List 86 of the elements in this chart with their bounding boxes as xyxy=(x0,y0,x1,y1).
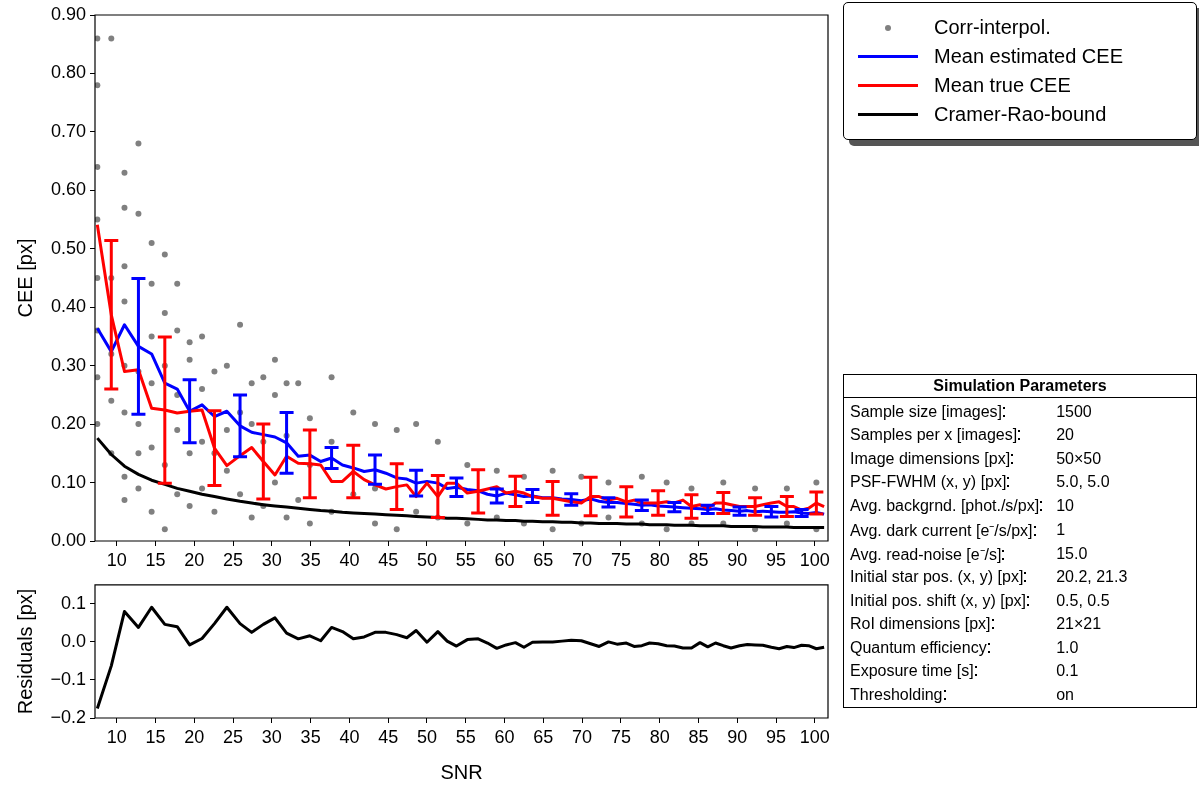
text: 21×21 xyxy=(1056,615,1102,633)
x-tick-label: 35 xyxy=(300,726,321,747)
text: 1 xyxy=(1056,520,1066,538)
y-axis-title: CEE [px] xyxy=(13,238,36,318)
text: 5.0, 5.0 xyxy=(1056,473,1110,491)
category-label: Exposure time [s] xyxy=(850,662,974,680)
x-tick-label: 60 xyxy=(494,549,515,570)
x-tick-label: 80 xyxy=(649,549,670,570)
x-tick-label: 30 xyxy=(261,726,282,747)
x-tick-label: 50 xyxy=(416,726,437,747)
x-axis-title: SNR xyxy=(440,760,483,783)
y-tick-label: 0.40 xyxy=(50,296,86,317)
x-tick-label: 100 xyxy=(799,549,830,570)
text: 10 xyxy=(1056,496,1074,514)
text: on xyxy=(1056,685,1074,703)
y-tick-label: 0.00 xyxy=(50,529,86,550)
x-tick-label: 60 xyxy=(494,726,515,747)
y-tick-label: 0.80 xyxy=(50,62,86,83)
category-label: Avg. read-noise [e⁻/s] xyxy=(850,545,1002,563)
x-tick-label: 30 xyxy=(261,549,282,570)
category-label: PSF-FWHM (x, y) [px] xyxy=(850,473,1007,491)
x-tick-label: 25 xyxy=(223,549,244,570)
x-tick-label: 25 xyxy=(223,726,244,747)
x-tick-label: 15 xyxy=(145,726,166,747)
y-tick-label: 0.90 xyxy=(50,3,86,24)
x-tick-label: 15 xyxy=(145,549,166,570)
text: 0.1 xyxy=(1056,662,1079,680)
y-tick-label: 0.60 xyxy=(50,179,86,200)
category-label: RoI dimensions [px] xyxy=(850,615,991,633)
x-tick-label: 95 xyxy=(766,726,787,747)
x-tick-label: 10 xyxy=(106,549,127,570)
y-tick-label: 0.20 xyxy=(50,413,86,434)
category-label: Image dimensions [px] xyxy=(850,449,1011,467)
y-tick-label: 0.50 xyxy=(50,237,86,258)
category-label: Avg. dark current [e⁻/s/px] xyxy=(850,521,1033,539)
x-tick-label: 45 xyxy=(378,549,399,570)
text: 20.2, 21.3 xyxy=(1056,568,1128,586)
x-tick-label: 40 xyxy=(339,549,360,570)
x-tick-label: 90 xyxy=(727,549,748,570)
x-tick-label: 70 xyxy=(572,549,593,570)
legend-label: Mean true CEE xyxy=(934,74,1071,97)
x-tick-label: 75 xyxy=(610,549,631,570)
y-tick-label: 0.1 xyxy=(60,592,86,613)
x-tick-label: 85 xyxy=(688,549,709,570)
y-tick-label: 0.30 xyxy=(50,354,86,375)
y-axis-title: Residuals [px] xyxy=(13,588,36,715)
y-tick-label: 0.0 xyxy=(60,630,86,651)
category-label: Initial pos. shift (x, y) [px] xyxy=(850,591,1027,609)
legend-label: Mean estimated CEE xyxy=(934,45,1123,68)
category-label: Initial star pos. (x, y) [px] xyxy=(850,568,1024,586)
text: 15.0 xyxy=(1056,544,1088,562)
y-tick-label: 0.10 xyxy=(50,471,86,492)
x-tick-label: 35 xyxy=(300,549,321,570)
x-tick-label: 75 xyxy=(610,726,631,747)
y-tick-label: 0.70 xyxy=(50,120,86,141)
x-tick-label: 45 xyxy=(378,726,399,747)
y-tick-label: −0.2 xyxy=(50,706,86,727)
legend-label: Cramer-Rao-bound xyxy=(934,103,1107,126)
x-tick-label: 20 xyxy=(184,726,205,747)
category-label: Avg. backgrnd. [phot./s/px] xyxy=(850,496,1040,514)
category-label: Quantum efficiency xyxy=(850,638,987,656)
text: 1500 xyxy=(1056,402,1092,420)
x-tick-label: 55 xyxy=(455,549,476,570)
x-tick-label: 85 xyxy=(688,726,709,747)
x-tick-label: 70 xyxy=(572,726,593,747)
x-tick-label: 55 xyxy=(455,726,476,747)
text: Simulation Parameters xyxy=(844,375,1196,398)
text: 0.5, 0.5 xyxy=(1056,591,1110,609)
x-tick-label: 40 xyxy=(339,726,360,747)
legend-label: Corr-interpol. xyxy=(934,16,1051,39)
x-tick-label: 65 xyxy=(533,549,554,570)
text: 50×50 xyxy=(1056,449,1102,467)
category-label: Sample size [images] xyxy=(850,402,1003,420)
x-tick-label: 50 xyxy=(416,549,437,570)
x-tick-label: 95 xyxy=(766,549,787,570)
x-tick-label: 100 xyxy=(799,726,830,747)
x-tick-label: 20 xyxy=(184,549,205,570)
text: 1.0 xyxy=(1056,638,1079,656)
x-tick-label: 65 xyxy=(533,726,554,747)
text: 20 xyxy=(1056,426,1074,444)
category-label: Samples per x [images] xyxy=(850,426,1018,444)
category-label: Thresholding xyxy=(850,685,943,703)
y-tick-label: −0.1 xyxy=(50,668,86,689)
x-tick-label: 80 xyxy=(649,726,670,747)
x-tick-label: 10 xyxy=(106,726,127,747)
x-tick-label: 90 xyxy=(727,726,748,747)
